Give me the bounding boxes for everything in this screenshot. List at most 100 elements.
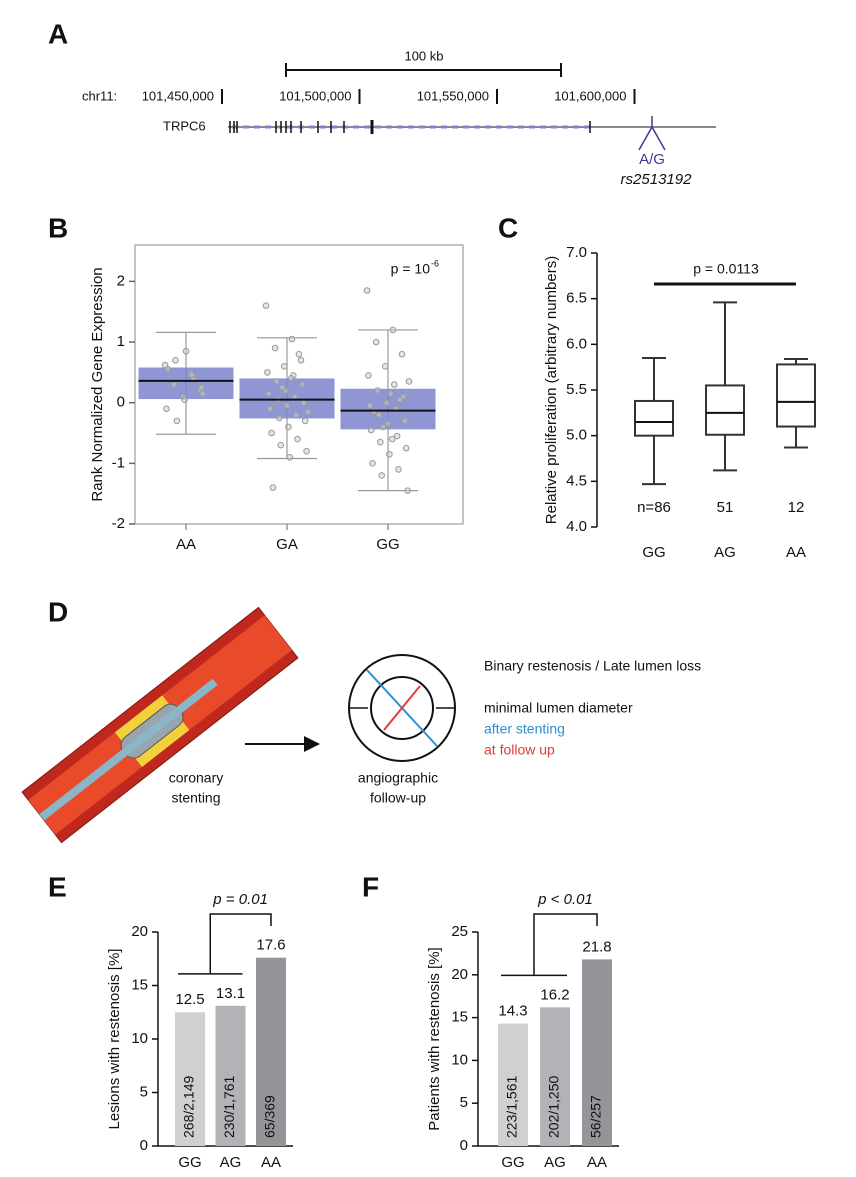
- value-label: 12.5: [175, 991, 204, 1008]
- data-point: [273, 378, 280, 385]
- box: [705, 384, 745, 436]
- data-point: [375, 411, 383, 419]
- caption: angiographic: [358, 770, 438, 786]
- snp-marker: [638, 116, 666, 151]
- data-point: [283, 402, 291, 410]
- y-tick-label: 4.5: [566, 472, 587, 489]
- panel-label: C: [498, 212, 518, 243]
- y-tick-label: 0: [140, 1137, 148, 1154]
- bar: [256, 957, 286, 1146]
- x-tick-label: GA: [276, 536, 298, 553]
- data-point: [172, 356, 179, 364]
- data-point: [288, 335, 296, 343]
- data-point: [297, 356, 305, 364]
- data-point: [386, 450, 393, 458]
- position-label: 101,500,000: [279, 88, 351, 103]
- snp-id: rs2513192: [621, 171, 693, 188]
- data-point: [291, 393, 299, 400]
- x-tick-label: AA: [786, 544, 806, 561]
- position-label: 101,600,000: [554, 88, 626, 103]
- annotation: p = 0.0113: [693, 261, 759, 277]
- y-tick-label: 2: [117, 272, 125, 289]
- data-point: [300, 399, 308, 406]
- annotation-exponent: -6: [431, 258, 439, 268]
- panel-label: D: [48, 596, 68, 627]
- data-point: [163, 405, 170, 413]
- y-tick-label: 4.0: [566, 518, 587, 535]
- bar: [215, 1005, 246, 1146]
- value-label: 14.3: [498, 1003, 527, 1020]
- data-point: [287, 375, 295, 382]
- x-tick-label: AA: [176, 536, 196, 553]
- bracket: [533, 913, 598, 976]
- x-tick-label: GG: [376, 536, 399, 553]
- data-point: [389, 326, 397, 334]
- data-point: [367, 426, 375, 434]
- data-point: [405, 378, 413, 385]
- y-tick-label: -2: [112, 515, 125, 532]
- data-point: [395, 466, 402, 473]
- y-tick-label: -1: [112, 454, 125, 471]
- x-tick-label: AA: [587, 1154, 607, 1171]
- n-label: 51: [717, 499, 734, 516]
- data-point: [170, 381, 178, 388]
- data-point: [372, 338, 380, 346]
- arrow-head: [304, 736, 320, 752]
- data-point: [303, 447, 310, 455]
- data-point: [262, 302, 270, 309]
- data-point: [301, 417, 309, 425]
- data-point: [266, 405, 274, 413]
- position-label: 101,450,000: [142, 88, 214, 103]
- bar-count: 56/257: [588, 1095, 604, 1138]
- position-label: 101,550,000: [417, 88, 489, 103]
- n-label: n=86: [637, 499, 671, 516]
- y-tick-label: 10: [131, 1030, 148, 1047]
- data-point: [378, 472, 386, 479]
- n-label: 12: [788, 499, 805, 516]
- exons: [229, 120, 591, 134]
- data-point: [304, 408, 312, 416]
- data-point: [182, 347, 190, 355]
- bar-count: 268/2,149: [181, 1076, 197, 1138]
- y-tick-label: 15: [451, 1009, 468, 1026]
- annotation: p = 0.01: [212, 891, 268, 908]
- bar: [540, 1007, 570, 1146]
- y-tick-label: 15: [131, 976, 148, 993]
- data-point: [285, 423, 292, 431]
- data-point: [198, 384, 205, 391]
- data-point: [379, 423, 387, 431]
- y-tick-label: 6.5: [566, 290, 587, 307]
- y-tick-label: 25: [451, 923, 468, 940]
- legend-title: minimal lumen diameter: [484, 700, 633, 716]
- y-tick-label: 5: [460, 1094, 468, 1111]
- x-tick-label: GG: [642, 544, 665, 561]
- y-tick-label: 20: [451, 966, 468, 983]
- y-axis-label: Patients with restenosis [%]: [426, 947, 443, 1130]
- genome-track: 100 kb chr11: TRPC6 A/G rs2513192: [82, 48, 716, 188]
- data-point: [294, 435, 301, 443]
- data-point: [276, 414, 283, 422]
- value-label: 13.1: [216, 985, 245, 1002]
- caption: follow-up: [370, 790, 426, 806]
- x-tick-label: AA: [261, 1154, 281, 1171]
- x-tick-label: AG: [544, 1154, 566, 1171]
- data-point: [173, 417, 181, 425]
- caption: coronary: [169, 770, 223, 786]
- annotation: p = 10: [391, 261, 431, 277]
- data-point: [396, 396, 404, 403]
- data-point: [295, 350, 303, 358]
- value-label: 17.6: [256, 937, 285, 954]
- panel-label: E: [48, 871, 67, 902]
- data-point: [388, 435, 396, 443]
- y-tick-label: 0: [117, 394, 125, 411]
- data-point: [280, 363, 288, 370]
- data-point: [387, 390, 395, 397]
- y-axis-label: Lesions with restenosis [%]: [106, 949, 123, 1130]
- data-point: [402, 444, 410, 452]
- x-tick-label: GG: [501, 1154, 524, 1171]
- data-point: [181, 396, 188, 403]
- y-tick-label: 5: [140, 1083, 148, 1100]
- data-point: [268, 429, 275, 437]
- scale-label: 100 kb: [404, 48, 443, 63]
- stent-illustration: [21, 606, 299, 844]
